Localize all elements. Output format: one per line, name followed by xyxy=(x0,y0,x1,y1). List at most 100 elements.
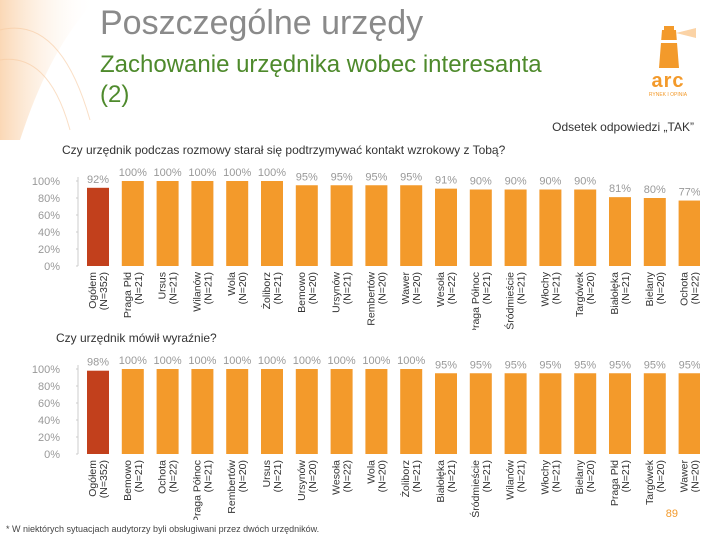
bar xyxy=(365,369,388,454)
x-tick-name: Wesoła xyxy=(331,460,343,495)
x-tick-name: Bemowo xyxy=(122,460,134,501)
bar xyxy=(574,189,597,266)
x-tick-n: (N=21) xyxy=(411,460,423,492)
bar xyxy=(574,373,597,454)
logo-wordmark: arc xyxy=(651,70,685,92)
x-tick-n: (N=21) xyxy=(272,272,284,304)
bar xyxy=(261,181,283,266)
data-label: 95% xyxy=(505,359,527,371)
x-tick-name: Ochota xyxy=(679,272,691,306)
footnote: * W niektórych sytuacjach audytorzy byli… xyxy=(6,524,320,534)
x-tick-name: Wola xyxy=(365,460,377,484)
logo-tagline: RYNEK I OPINIA xyxy=(648,92,688,98)
bar xyxy=(539,189,562,266)
x-tick-label: Praga Północ (N=21) xyxy=(191,460,214,520)
x-tick-label: Bielany (N=20) xyxy=(644,271,667,306)
data-label: 95% xyxy=(609,359,631,371)
lighthouse-icon xyxy=(659,26,696,68)
x-tick-label: Bielany (N=20) xyxy=(574,459,597,494)
x-tick-n: (N=21) xyxy=(550,272,562,304)
data-label: 100% xyxy=(293,355,321,367)
bar xyxy=(643,373,666,454)
x-tick-label: Ogółem (N=352) xyxy=(87,272,110,310)
x-tick-label: Śródmieście (N=21) xyxy=(469,460,493,518)
bar xyxy=(295,369,318,454)
data-label: 90% xyxy=(539,176,561,188)
x-tick-name: Bielany xyxy=(574,459,586,494)
x-tick-label: Wawer (N=20) xyxy=(400,271,423,304)
bar xyxy=(435,373,457,454)
x-tick-n: (N=21) xyxy=(272,460,284,492)
x-tick-label: Wilanów (N=21) xyxy=(505,460,528,500)
chart-speaks-clearly: 0% 20% 40% 60% 80% 100% 98% Ogółem (N=352) 100% Be… xyxy=(32,355,700,520)
bar xyxy=(191,369,214,454)
data-label: 80% xyxy=(644,184,666,196)
x-tick-name: Śródmieście xyxy=(469,460,482,518)
data-label: 100% xyxy=(119,167,147,179)
x-tick-label: Wawer (N=20) xyxy=(679,459,700,492)
bar xyxy=(121,181,144,266)
x-tick-name: Żoliborz xyxy=(399,460,412,497)
bar xyxy=(156,181,179,266)
x-tick-name: Włochy xyxy=(539,271,551,306)
bar xyxy=(469,373,492,454)
x-tick-name: Włochy xyxy=(539,459,551,494)
x-tick-name: Wilanów xyxy=(191,272,203,312)
response-note: Odsetek odpowiedzi „TAK” xyxy=(552,120,694,134)
data-label: 95% xyxy=(365,171,387,183)
bar xyxy=(156,369,179,454)
x-tick-n: (N=21) xyxy=(133,272,145,304)
x-tick-n: (N=20) xyxy=(690,460,700,492)
y-tick-label: 40% xyxy=(38,415,60,427)
x-tick-n: (N=20) xyxy=(655,272,667,304)
x-tick-label: Targówek (N=20) xyxy=(644,459,667,505)
x-tick-label: Wesoła (N=22) xyxy=(331,460,354,495)
data-label: 100% xyxy=(223,355,251,367)
x-tick-label: Wola (N=20) xyxy=(226,272,249,305)
x-tick-label: Praga Północ (N=21) xyxy=(470,272,493,330)
data-label: 100% xyxy=(188,355,216,367)
x-tick-name: Ogółem xyxy=(87,460,99,497)
x-tick-n: (N=21) xyxy=(620,460,632,492)
x-tick-n: (N=20) xyxy=(376,460,388,492)
x-tick-label: Ogółem (N=352) xyxy=(87,460,110,498)
bar xyxy=(191,181,214,266)
data-label: 95% xyxy=(574,359,596,371)
x-tick-name: Ochota xyxy=(157,460,169,494)
bar xyxy=(226,369,249,454)
data-label: 100% xyxy=(119,355,147,367)
y-tick-label: 0% xyxy=(44,449,60,461)
x-tick-n: (N=22) xyxy=(342,460,354,492)
decorative-background xyxy=(0,0,95,140)
y-tick-label: 20% xyxy=(38,244,60,256)
x-tick-name: Śródmieście xyxy=(504,272,517,330)
x-tick-name: Białołęka xyxy=(609,272,621,315)
slide-title: Poszczególne urzędy xyxy=(100,4,424,42)
x-tick-n: (N=20) xyxy=(307,272,319,304)
page-number: 89 xyxy=(665,508,678,520)
x-tick-label: Bemowo (N=20) xyxy=(296,272,319,313)
x-tick-name: Ursynów xyxy=(296,460,308,501)
x-tick-label: Białołęka (N=21) xyxy=(609,272,632,315)
bar xyxy=(504,373,527,454)
bar xyxy=(87,187,109,266)
x-tick-label: Bemowo (N=21) xyxy=(122,460,145,501)
arc-logo: arc RYNEK I OPINIA xyxy=(636,24,700,100)
y-tick-label: 60% xyxy=(38,398,60,410)
data-label: 100% xyxy=(223,167,251,179)
x-tick-n: (N=20) xyxy=(237,272,249,304)
data-label: 100% xyxy=(154,355,182,367)
data-label: 90% xyxy=(574,176,596,188)
data-label: 91% xyxy=(435,175,457,187)
bar xyxy=(678,200,700,266)
bar xyxy=(226,181,249,266)
x-tick-name: Targówek xyxy=(644,459,656,505)
x-tick-label: Wilanów (N=21) xyxy=(191,272,214,312)
x-tick-n: (N=21) xyxy=(342,272,354,304)
x-tick-n: (N=22) xyxy=(690,272,700,304)
y-tick-label: 100% xyxy=(32,176,60,188)
x-tick-n: (N=20) xyxy=(585,272,597,304)
bar xyxy=(435,188,457,266)
x-tick-name: Praga Płd xyxy=(122,272,134,318)
data-label: 100% xyxy=(154,167,182,179)
